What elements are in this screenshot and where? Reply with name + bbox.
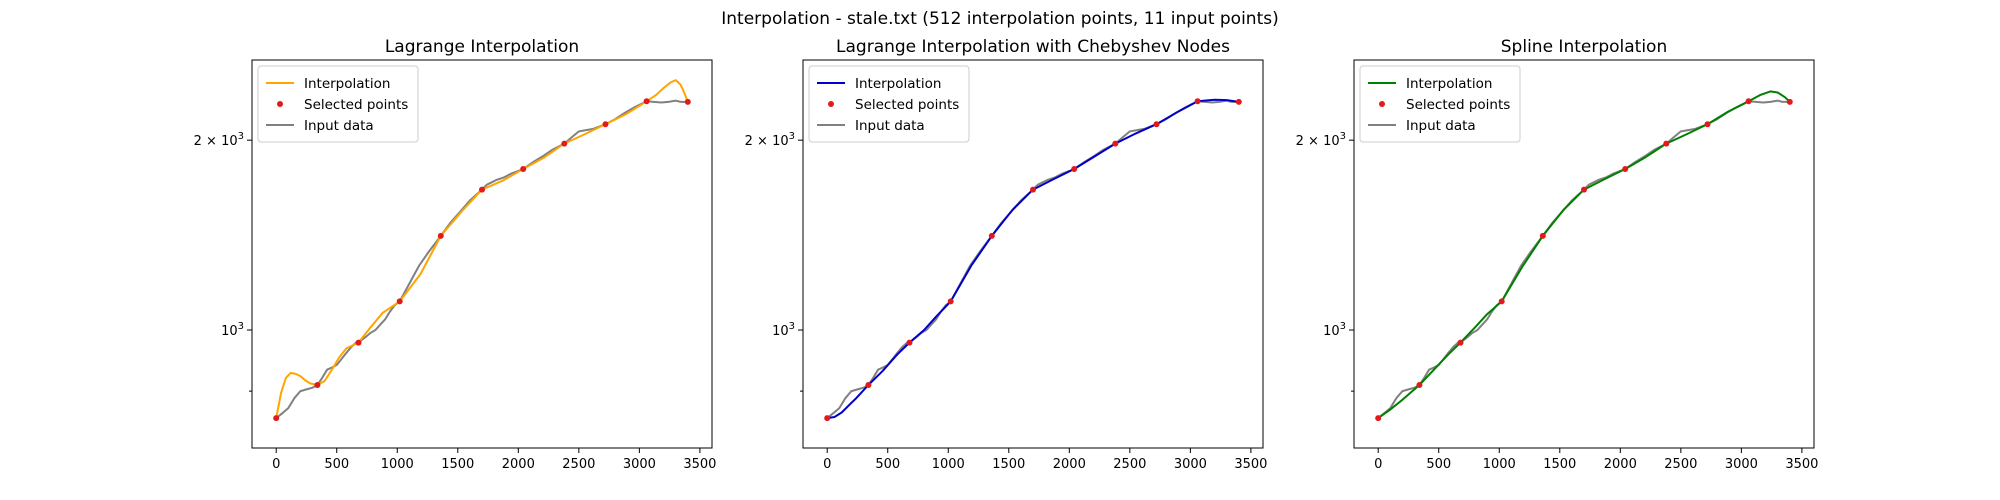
- selected-point: [1663, 140, 1670, 147]
- legend: Interpolation Selected points Input data: [808, 65, 970, 143]
- x-tick-label: 1000: [932, 457, 965, 472]
- input-data-line: [1377, 99, 1790, 419]
- legend-label: Selected points: [1406, 97, 1510, 113]
- selected-point: [1375, 415, 1382, 422]
- legend-label: Selected points: [304, 97, 408, 113]
- selected-point: [865, 382, 872, 388]
- selected-point: [1498, 298, 1505, 305]
- selected-point: [1153, 121, 1160, 128]
- x-tick-label: 1000: [381, 457, 414, 472]
- selected-point: [520, 166, 527, 172]
- legend-swatch: [1379, 101, 1385, 107]
- selected-point: [1235, 98, 1242, 105]
- lagrange-plot: Lagrange Interpolation 0 500 1000 1500 2000 25…: [194, 37, 717, 472]
- interpolation-line: [275, 79, 689, 419]
- legend-box: [257, 65, 419, 143]
- selected-point: [1786, 98, 1793, 105]
- x-tick-label: 0: [823, 457, 831, 472]
- selected-point: [602, 121, 609, 128]
- legend-box: [1359, 65, 1521, 143]
- legend-label: Input data: [304, 118, 374, 134]
- legend-label: Interpolation: [855, 76, 941, 92]
- input-data-line: [826, 99, 1239, 419]
- plot-title: Lagrange Interpolation with Chebyshev No…: [836, 37, 1230, 57]
- x-tick-label: 2000: [1604, 457, 1637, 472]
- selected-point: [437, 232, 444, 239]
- selected-point: [1112, 140, 1119, 147]
- selected-point: [396, 298, 403, 305]
- x-tick-label: 2500: [562, 457, 595, 472]
- selected-point: [906, 339, 913, 346]
- x-tick-label: 500: [1426, 457, 1451, 472]
- selected-point: [684, 98, 691, 105]
- y-tick-label: 2 × 103: [194, 131, 244, 149]
- selected-point: [1622, 166, 1629, 172]
- x-tick-label: 3500: [1785, 457, 1818, 472]
- x-tick-label: 2000: [1053, 457, 1086, 472]
- selected-point: [1071, 166, 1078, 172]
- x-tick-label: 500: [324, 457, 349, 472]
- legend-swatch: [277, 101, 283, 107]
- plot-title: Spline Interpolation: [1501, 37, 1667, 57]
- selected-point: [314, 382, 321, 388]
- axes-frame: [1353, 59, 1815, 449]
- selected-point: [1416, 382, 1423, 388]
- chebyshev-plot: Lagrange Interpolation with Chebyshev No…: [745, 37, 1268, 472]
- selected-point: [1457, 339, 1464, 346]
- selected-point: [988, 232, 995, 239]
- legend: Interpolation Selected points Input data: [1359, 65, 1521, 143]
- legend-label: Input data: [855, 118, 925, 134]
- selected-point: [1194, 98, 1201, 105]
- x-tick-label: 0: [272, 457, 280, 472]
- selected-point: [1704, 121, 1711, 128]
- legend-box: [808, 65, 970, 143]
- plot-title: Lagrange Interpolation: [385, 37, 579, 57]
- y-tick-label: 2 × 103: [745, 131, 795, 149]
- legend-swatch: [828, 101, 834, 107]
- y-tick-label: 103: [1323, 321, 1346, 339]
- x-tick-label: 3000: [623, 457, 656, 472]
- interpolation-line: [827, 98, 1239, 420]
- x-tick-label: 2000: [502, 457, 535, 472]
- x-tick-label: 3000: [1174, 457, 1207, 472]
- x-tick-label: 1500: [1543, 457, 1576, 472]
- x-tick-label: 3500: [683, 457, 716, 472]
- legend-label: Interpolation: [304, 76, 390, 92]
- selected-point: [479, 186, 485, 193]
- y-tick-label: 2 × 103: [1296, 131, 1346, 149]
- selected-point: [824, 415, 831, 422]
- axes-frame: [802, 59, 1264, 449]
- x-tick-label: 2500: [1664, 457, 1697, 472]
- y-tick-label: 103: [221, 321, 244, 339]
- x-tick-label: 0: [1374, 457, 1382, 472]
- selected-point: [273, 415, 280, 422]
- selected-point: [947, 298, 954, 305]
- x-tick-label: 1000: [1483, 457, 1516, 472]
- figure-title: Interpolation - stale.txt (512 interpola…: [721, 9, 1279, 29]
- selected-point: [1539, 232, 1546, 239]
- x-tick-label: 2500: [1113, 457, 1146, 472]
- selected-point: [643, 98, 650, 105]
- x-tick-label: 3500: [1234, 457, 1267, 472]
- selected-point: [1581, 186, 1587, 193]
- legend-label: Selected points: [855, 97, 959, 113]
- legend-label: Input data: [1406, 118, 1476, 134]
- legend: Interpolation Selected points Input data: [257, 65, 419, 143]
- input-data-line: [275, 99, 688, 419]
- y-tick-label: 103: [772, 321, 795, 339]
- x-tick-label: 500: [875, 457, 900, 472]
- spline-plot: Spline Interpolation 0 500 1000 1500 2000 2500…: [1296, 37, 1819, 472]
- legend-label: Interpolation: [1406, 76, 1492, 92]
- selected-point: [1030, 186, 1036, 193]
- x-tick-label: 1500: [441, 457, 474, 472]
- selected-point: [355, 339, 362, 346]
- x-tick-label: 1500: [992, 457, 1025, 472]
- selected-point: [1745, 98, 1752, 105]
- selected-point: [561, 140, 568, 147]
- axes-frame: [251, 59, 713, 449]
- x-tick-label: 3000: [1725, 457, 1758, 472]
